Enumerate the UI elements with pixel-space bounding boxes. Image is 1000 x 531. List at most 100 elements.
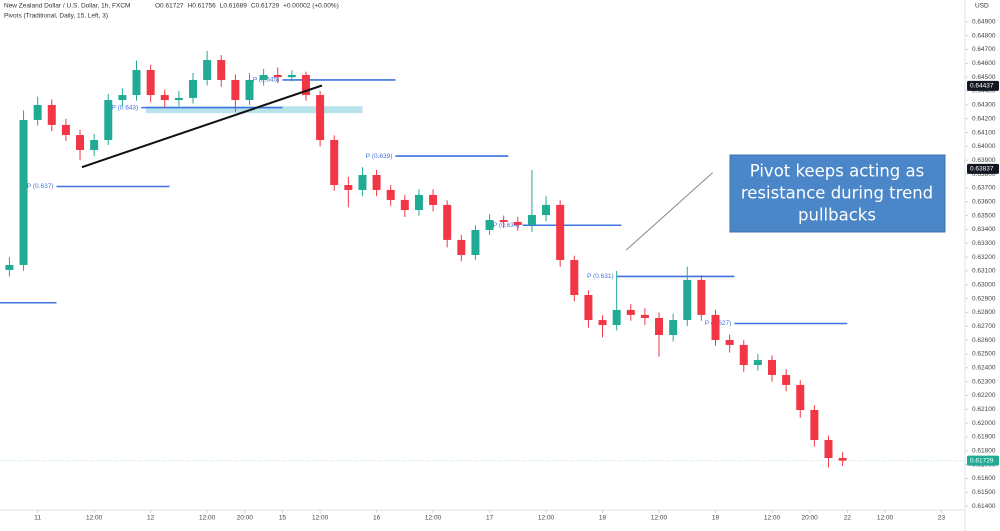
y-tick-label: 0.64200: [972, 115, 996, 122]
candle-body: [768, 360, 776, 375]
candle-body: [739, 344, 748, 366]
candle-body: [513, 221, 522, 225]
candle-body: [810, 409, 819, 441]
y-tick-label: 0.61800: [972, 448, 996, 455]
annotation: Pivot keeps acting as resistance during …: [729, 154, 946, 233]
candle-body: [570, 259, 579, 295]
y-tick-label: 0.63000: [972, 281, 996, 288]
candle-body: [19, 119, 28, 265]
y-tick-label: 0.62000: [972, 420, 996, 427]
candle-body: [824, 440, 833, 459]
annotation-box: [729, 154, 946, 233]
y-tick-label: 0.63800: [972, 171, 996, 178]
x-tick-label: 17: [486, 515, 494, 522]
candle-body: [245, 79, 254, 101]
candle-body: [556, 204, 565, 260]
legend-value: H0.61756: [188, 3, 217, 10]
candle-body: [217, 60, 226, 80]
candle-body: [669, 320, 678, 335]
x-tick-label: 16: [373, 515, 381, 522]
x-tick-label: 22: [844, 515, 852, 522]
candle-body: [259, 74, 268, 80]
x-tick-label: 12:00: [425, 515, 442, 522]
y-tick-label: 0.61600: [972, 475, 996, 482]
candle-body: [33, 105, 42, 120]
y-tick-label: 0.62400: [972, 365, 996, 372]
candle-body: [485, 219, 494, 230]
candle-body: [287, 74, 296, 78]
candle-body: [443, 204, 452, 240]
x-tick-label: 12: [147, 515, 155, 522]
candle-body: [796, 384, 805, 410]
legend-value: O0.61727: [155, 3, 184, 10]
candle-body: [104, 100, 113, 141]
y-tick-label: 0.62900: [972, 295, 996, 302]
y-tick-label: 0.63500: [972, 212, 996, 219]
y-tick-label: 0.64400: [972, 88, 996, 95]
candle-body: [584, 294, 593, 321]
candle-body: [386, 189, 395, 200]
candle-body: [344, 184, 353, 190]
x-tick-label: 12:00: [86, 515, 103, 522]
pivot-label: P (0.631): [587, 273, 614, 280]
y-tick-label: 0.63400: [972, 226, 996, 233]
legend-value: +0.00002 (+0.00%): [283, 3, 339, 10]
candle-body: [330, 140, 339, 185]
candle-body: [5, 264, 14, 270]
pivot-label: P (0.643): [112, 104, 139, 111]
x-tick-label: 12:00: [312, 515, 329, 522]
y-tick-label: 0.62600: [972, 337, 996, 344]
candle-body: [76, 135, 85, 150]
y-tick-label: 0.61500: [972, 489, 996, 496]
candle-body: [189, 79, 197, 98]
candle-body: [174, 97, 183, 101]
y-tick-label: 0.63100: [972, 268, 996, 275]
candle-body: [782, 374, 791, 385]
y-tick-label: 0.64300: [972, 102, 996, 109]
pivot-zone: [145, 106, 363, 114]
price-label-bg: [967, 455, 999, 466]
y-tick-label: 0.63200: [972, 254, 996, 261]
candle-body: [301, 74, 310, 96]
pivot-label: P (0.634): [493, 222, 520, 229]
candle-body: [626, 309, 635, 315]
candle-body: [231, 79, 240, 101]
pivot-label: P (0.639): [366, 153, 393, 160]
price-label-bg: [967, 163, 999, 174]
y-tick-label: 0.62200: [972, 392, 996, 399]
y-tick-label: 0.64600: [972, 60, 996, 67]
y-tick-label: 0.63900: [972, 157, 996, 164]
y-tick-label: 0.63600: [972, 198, 996, 205]
x-tick-label: 11: [34, 515, 41, 522]
candle-body: [132, 69, 141, 96]
candle-body: [697, 279, 706, 315]
candle-body: [90, 140, 99, 150]
candle-body: [414, 194, 423, 211]
x-tick-label: 20:00: [802, 515, 819, 522]
y-tick-label: 0.62500: [972, 351, 996, 358]
candle-body: [203, 60, 212, 80]
annotation-text: Pivot keeps acting as: [750, 162, 924, 181]
y-tick-label: 0.64800: [972, 32, 996, 39]
candle-body: [372, 175, 381, 190]
x-tick-label: 12:00: [199, 515, 216, 522]
y-tick-label: 0.62700: [972, 323, 996, 330]
y-tick-label: 0.62100: [972, 406, 996, 413]
chart-title: New Zealand Dollar / U.S. Dollar, 1h, FX…: [4, 3, 130, 10]
candle-body: [146, 69, 155, 96]
pivot-label: P (0.637): [27, 183, 54, 190]
annotation-text: pullbacks: [798, 206, 876, 225]
annotation-pointer: [625, 172, 714, 251]
candle-body: [471, 229, 480, 256]
y-axis-label: USD: [975, 3, 989, 10]
candle-body: [499, 219, 508, 222]
y-tick-label: 0.64700: [972, 46, 996, 53]
candle-body: [273, 74, 282, 78]
legend-value: C0.61729: [251, 3, 280, 10]
price-label: 0.63837: [970, 166, 994, 173]
candle-body: [711, 314, 720, 340]
x-tick-label: 12:00: [877, 515, 894, 522]
price-label: 0.61729: [970, 457, 994, 464]
candle-body: [683, 279, 692, 321]
